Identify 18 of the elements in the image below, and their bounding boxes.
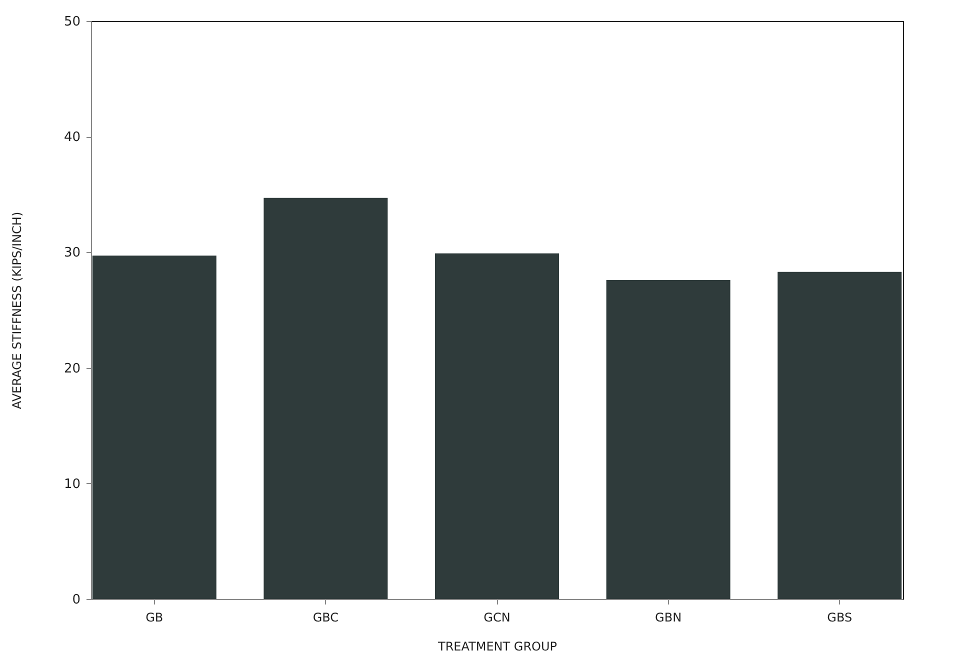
x-axis-title: TREATMENT GROUP <box>436 640 558 654</box>
x-tick-label: GBN <box>655 610 682 624</box>
bar <box>435 253 559 599</box>
x-tick-label: GBC <box>312 610 339 624</box>
y-tick-label: 30 <box>64 246 80 261</box>
y-tick-label: 40 <box>64 130 80 146</box>
y-tick-label: 20 <box>64 361 80 376</box>
bar <box>778 272 902 599</box>
y-tick-label: 0 <box>72 592 80 608</box>
y-tick-label: 10 <box>64 476 80 492</box>
x-tick-label: GB <box>146 610 164 624</box>
bar <box>606 280 730 599</box>
y-tick-label: 50 <box>64 14 80 30</box>
y-axis-title: AVERAGE STIFFNESS (KIPS/INCH) <box>10 212 24 410</box>
x-tick-label: GCN <box>484 610 510 624</box>
bar <box>264 198 388 599</box>
x-tick-label: GBS <box>827 610 852 624</box>
bar <box>92 256 216 599</box>
